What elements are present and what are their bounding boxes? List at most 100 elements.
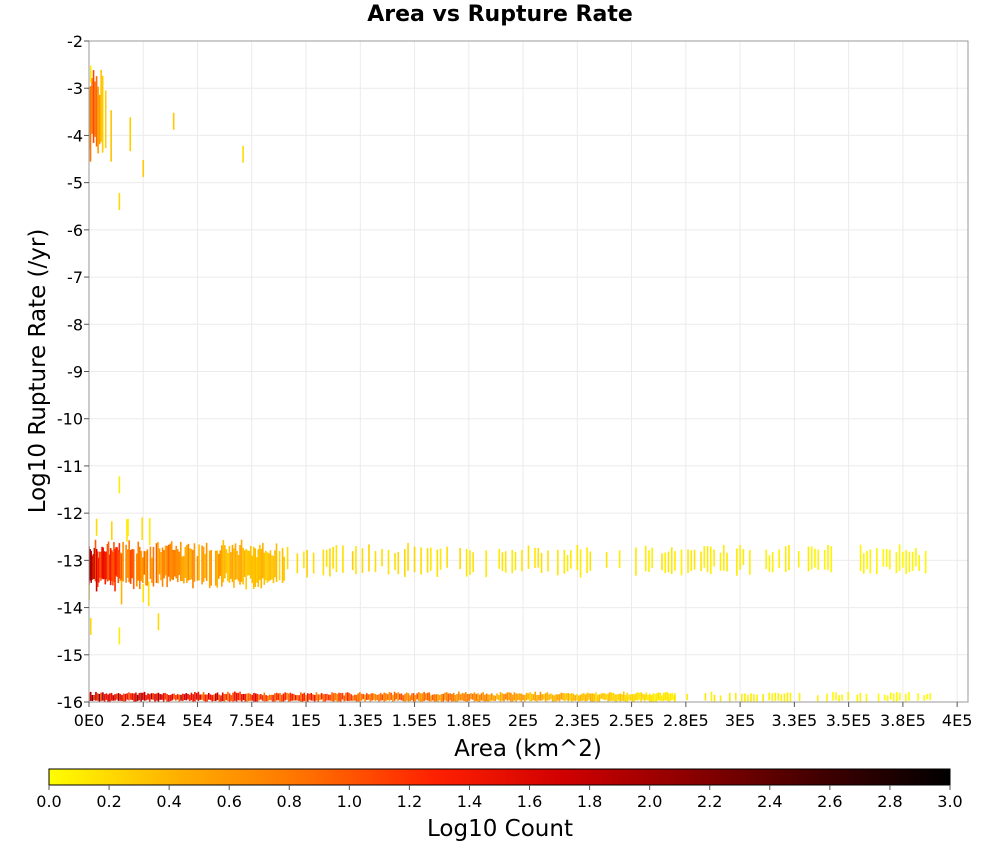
heatmap-cell xyxy=(145,694,148,701)
heatmap-cell xyxy=(506,692,509,701)
heatmap-cell xyxy=(593,693,596,702)
x-tick-label: 0E0 xyxy=(74,711,104,730)
heatmap-cell xyxy=(325,549,328,567)
colorbar-tick-label: 0.4 xyxy=(156,792,181,811)
heatmap-cell xyxy=(385,693,387,701)
heatmap-cell xyxy=(438,695,441,701)
heatmap-cell xyxy=(224,545,226,579)
y-tick-label: -14 xyxy=(57,599,83,618)
heatmap-cell xyxy=(437,694,439,702)
heatmap-cell xyxy=(263,552,266,585)
colorbar-tick-label: 3.0 xyxy=(937,792,962,811)
heatmap-cell xyxy=(258,694,260,701)
heatmap-cell xyxy=(413,546,416,573)
heatmap-cell xyxy=(915,547,917,567)
heatmap-cell xyxy=(140,692,142,702)
heatmap-cell xyxy=(882,549,885,567)
heatmap-cell xyxy=(414,695,417,702)
heatmap-cell xyxy=(94,81,96,137)
heatmap-cell xyxy=(768,555,771,572)
heatmap-cell xyxy=(310,692,313,701)
heatmap-cell xyxy=(221,545,223,587)
heatmap-cell xyxy=(899,692,901,701)
heatmap-cell xyxy=(451,694,453,702)
heatmap-cell xyxy=(101,546,103,579)
heatmap-cell xyxy=(586,547,588,574)
heatmap-cell xyxy=(143,551,146,575)
heatmap-cell xyxy=(591,693,594,702)
heatmap-cell xyxy=(736,548,738,576)
heatmap-cell xyxy=(284,692,287,701)
y-axis-label: Log10 Rupture Rate (/yr) xyxy=(25,229,51,514)
heatmap-cell xyxy=(469,550,471,575)
heatmap-cell xyxy=(447,693,450,702)
heatmap-cell xyxy=(614,694,616,702)
heatmap-cell xyxy=(499,692,502,702)
heatmap-cell xyxy=(470,693,472,700)
x-tick-label: 3.5E5 xyxy=(826,711,872,730)
heatmap-cell xyxy=(315,692,318,701)
heatmap-cell xyxy=(155,693,158,701)
heatmap-cell xyxy=(333,693,335,702)
heatmap-cell xyxy=(670,547,673,574)
heatmap-cell xyxy=(570,550,572,569)
heatmap-cell xyxy=(674,551,676,571)
heatmap-cell xyxy=(576,694,578,701)
heatmap-cell xyxy=(244,693,247,702)
heatmap-cell xyxy=(89,86,92,162)
heatmap-cell xyxy=(638,692,641,700)
heatmap-cell xyxy=(286,546,289,570)
heatmap-cell xyxy=(644,545,647,572)
heatmap-cell xyxy=(96,693,99,701)
heatmap-cell xyxy=(596,694,599,702)
heatmap-cell xyxy=(209,694,212,701)
heatmap-cell xyxy=(269,550,272,581)
heatmap-cell xyxy=(397,551,400,575)
heatmap-cell xyxy=(131,693,134,701)
heatmap-cell xyxy=(201,545,203,585)
heatmap-cell xyxy=(235,692,238,702)
heatmap-cell xyxy=(567,693,570,702)
heatmap-cell xyxy=(445,692,448,702)
heatmap-cell xyxy=(199,694,201,700)
heatmap-cell xyxy=(286,692,288,700)
heatmap-cell xyxy=(426,692,429,701)
heatmap-cell xyxy=(501,693,504,701)
heatmap-cell xyxy=(336,693,339,702)
heatmap-cell xyxy=(674,693,676,702)
heatmap-cell xyxy=(181,693,184,702)
heatmap-cell xyxy=(433,694,436,702)
heatmap-cell xyxy=(859,692,862,702)
heatmap-cell xyxy=(233,548,235,588)
heatmap-cell xyxy=(777,693,780,701)
heatmap-cell xyxy=(125,544,127,583)
heatmap-cell xyxy=(181,556,184,581)
heatmap-cell xyxy=(361,548,364,573)
heatmap-cell xyxy=(216,550,219,588)
heatmap-cell xyxy=(768,692,770,701)
heatmap-cell xyxy=(206,694,208,702)
heatmap-cell xyxy=(109,693,111,702)
heatmap-cell xyxy=(435,694,438,702)
heatmap-cell xyxy=(742,549,745,566)
heatmap-cell xyxy=(485,693,488,702)
heatmap-cell xyxy=(329,694,332,701)
heatmap-cell xyxy=(703,546,706,568)
heatmap-cell xyxy=(118,193,121,211)
heatmap-cell xyxy=(459,694,462,701)
heatmap-cell xyxy=(468,693,471,701)
heatmap-cell xyxy=(480,693,483,701)
x-tick-label: 7.5E4 xyxy=(229,711,275,730)
heatmap-cell xyxy=(91,694,94,701)
heatmap-cell xyxy=(240,539,243,582)
y-tick-label: -7 xyxy=(67,268,83,287)
heatmap-cell xyxy=(242,693,245,700)
heatmap-cell xyxy=(243,550,246,577)
heatmap-cell xyxy=(609,692,611,701)
heatmap-cell xyxy=(898,544,901,571)
heatmap-cell xyxy=(273,693,276,702)
heatmap-cell xyxy=(112,552,114,586)
heatmap-cell xyxy=(823,550,826,570)
heatmap-cell xyxy=(518,693,521,701)
heatmap-cell xyxy=(863,553,865,574)
